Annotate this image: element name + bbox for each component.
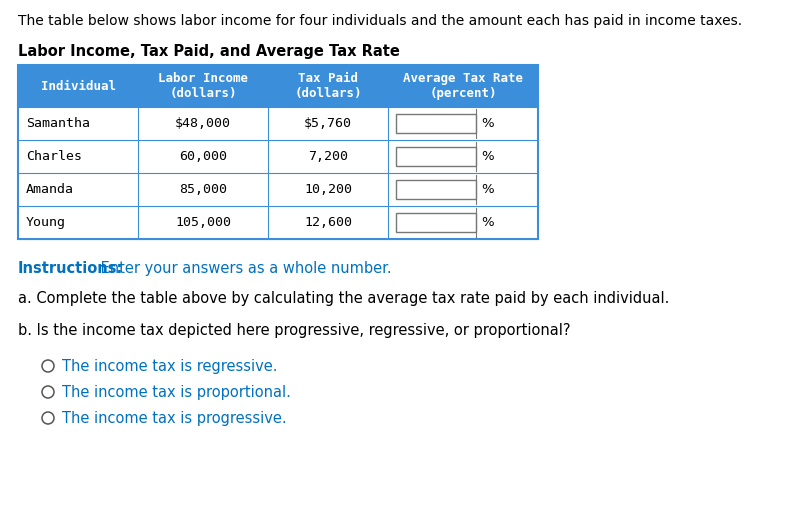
Text: $48,000: $48,000 <box>175 117 230 130</box>
Bar <box>396 180 475 199</box>
Text: 60,000: 60,000 <box>178 150 227 163</box>
Text: Labor Income
(dollars): Labor Income (dollars) <box>158 72 247 100</box>
Text: Enter your answers as a whole number.: Enter your answers as a whole number. <box>96 261 391 276</box>
Text: Charles: Charles <box>26 150 82 163</box>
Text: Instructions:: Instructions: <box>18 261 123 276</box>
Bar <box>396 114 475 133</box>
Text: a. Complete the table above by calculating the average tax rate paid by each ind: a. Complete the table above by calculati… <box>18 291 668 306</box>
Text: Tax Paid
(dollars): Tax Paid (dollars) <box>294 72 362 100</box>
Text: $5,760: $5,760 <box>303 117 351 130</box>
Bar <box>396 213 475 232</box>
Bar <box>18 65 538 107</box>
Bar <box>18 206 538 239</box>
Text: The income tax is proportional.: The income tax is proportional. <box>62 384 290 400</box>
Text: The income tax is regressive.: The income tax is regressive. <box>62 359 277 374</box>
Text: %: % <box>480 150 493 163</box>
Text: 10,200: 10,200 <box>303 183 351 196</box>
Text: %: % <box>480 183 493 196</box>
Text: Average Tax Rate
(percent): Average Tax Rate (percent) <box>402 72 522 100</box>
Text: Amanda: Amanda <box>26 183 74 196</box>
Text: Individual: Individual <box>41 80 115 92</box>
Text: %: % <box>480 117 493 130</box>
Text: 7,200: 7,200 <box>307 150 348 163</box>
Text: b. Is the income tax depicted here progressive, regressive, or proportional?: b. Is the income tax depicted here progr… <box>18 323 570 338</box>
Text: 105,000: 105,000 <box>175 216 230 229</box>
Text: Young: Young <box>26 216 66 229</box>
Text: Labor Income, Tax Paid, and Average Tax Rate: Labor Income, Tax Paid, and Average Tax … <box>18 44 399 59</box>
Bar <box>18 173 538 206</box>
Text: %: % <box>480 216 493 229</box>
Bar <box>18 65 538 239</box>
Text: The income tax is progressive.: The income tax is progressive. <box>62 410 286 426</box>
Bar <box>396 147 475 166</box>
Text: The table below shows labor income for four individuals and the amount each has : The table below shows labor income for f… <box>18 14 741 28</box>
Text: 85,000: 85,000 <box>178 183 227 196</box>
Text: 12,600: 12,600 <box>303 216 351 229</box>
Bar <box>18 140 538 173</box>
Text: Samantha: Samantha <box>26 117 90 130</box>
Bar <box>18 107 538 140</box>
